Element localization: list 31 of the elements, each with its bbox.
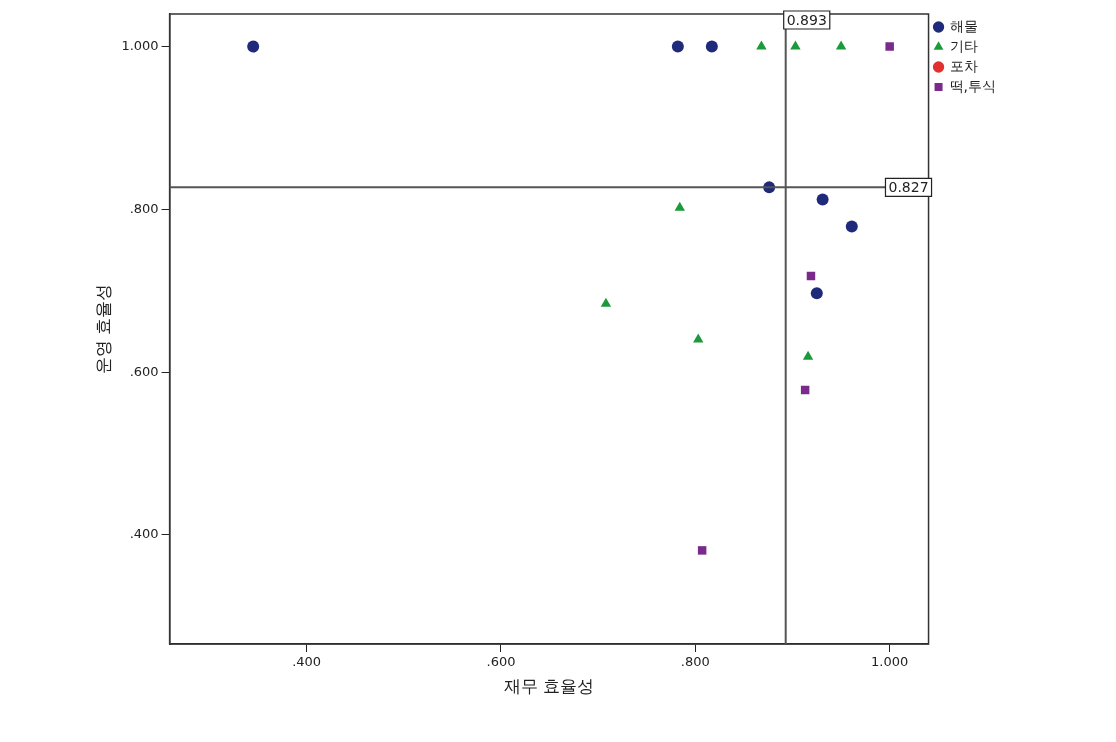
point (835, 40, 847, 50)
x-tick-label: .800 (680, 654, 710, 670)
x-tick-label: .400 (292, 654, 322, 670)
legend-label: 떡,투식 (949, 77, 996, 94)
point (693, 333, 704, 343)
y-tick-label: .800 (129, 200, 159, 216)
point (697, 546, 707, 555)
y-tick-label: .400 (129, 526, 159, 542)
x-tick-label: .600 (486, 654, 516, 670)
x-tick-label: 1.000 (871, 654, 909, 670)
y-tick-label: 1.000 (121, 37, 159, 53)
y-axis-title: 운영 효율성 (92, 283, 113, 375)
point (816, 193, 829, 206)
y-tick-label: .600 (129, 363, 159, 379)
point (247, 40, 260, 53)
legend-label: 포차 (949, 57, 978, 74)
ref-line-label: 0.893 (786, 11, 827, 28)
ref-line-label: 0.827 (888, 179, 929, 196)
point (810, 287, 823, 300)
point (671, 40, 684, 53)
point (845, 220, 858, 233)
point (802, 350, 814, 360)
point (674, 201, 685, 211)
point (885, 42, 894, 51)
point (705, 40, 718, 53)
point (790, 40, 801, 50)
legend-label: 해물 (949, 17, 978, 34)
legend-label: 기타 (949, 37, 978, 54)
x-axis-title: 재무 효율성 (503, 676, 595, 697)
point (600, 297, 612, 307)
point (756, 40, 767, 50)
